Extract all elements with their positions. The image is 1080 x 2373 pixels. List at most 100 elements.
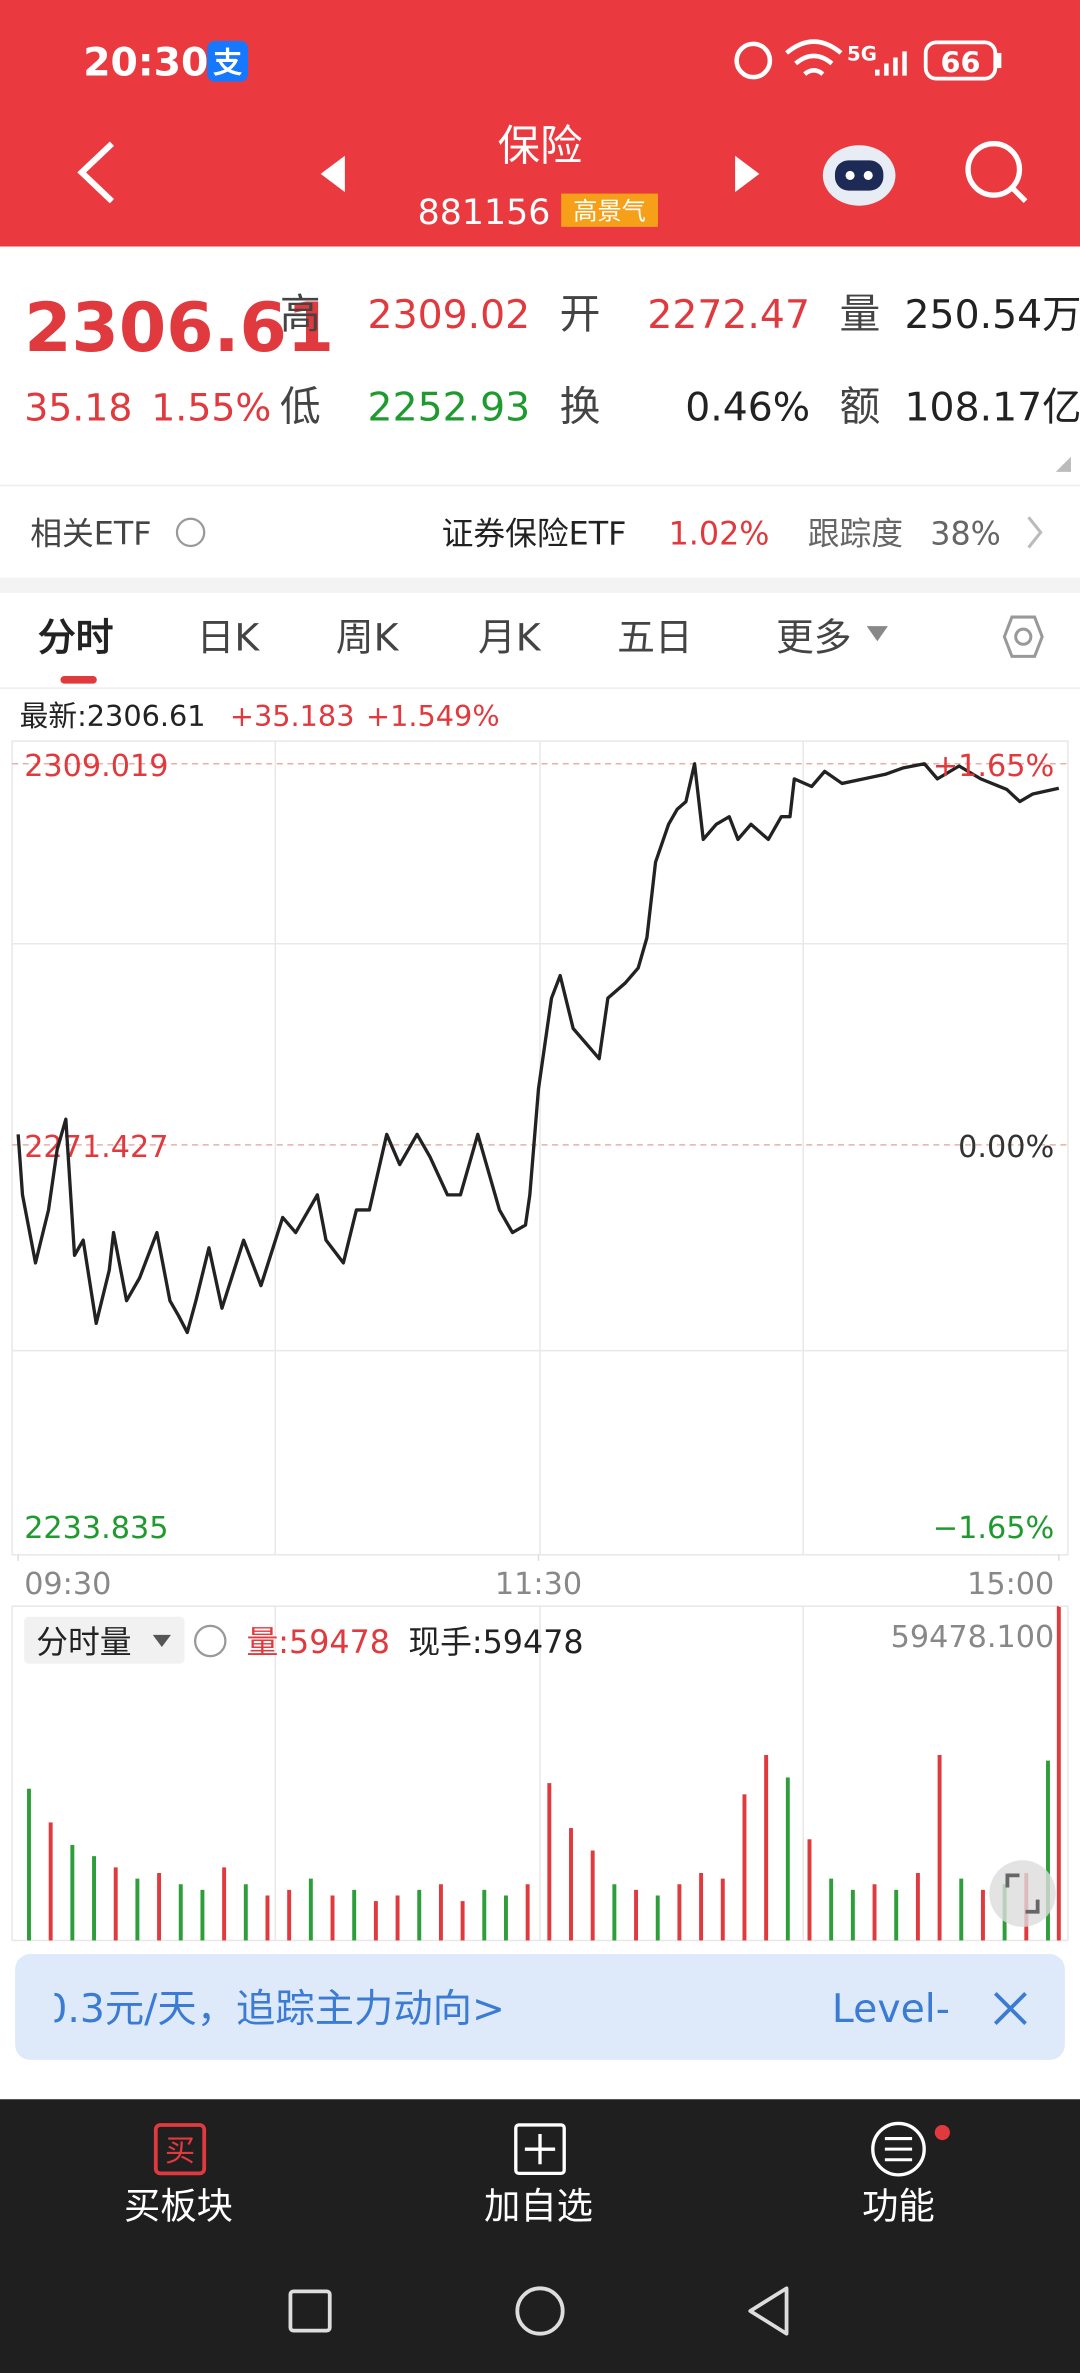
volume-bar — [157, 1873, 162, 1941]
sys-back[interactable] — [748, 2286, 789, 2336]
nav-item[interactable]: 功能 — [862, 2185, 935, 2228]
tag-bg — [561, 193, 658, 227]
robot-eye — [845, 170, 855, 180]
stat-label: 高 — [280, 290, 321, 338]
help-icon[interactable] — [175, 517, 206, 548]
add-icon — [514, 2123, 566, 2176]
prev-button[interactable] — [320, 155, 345, 193]
stat-label: 开 — [560, 290, 601, 338]
volume-bar — [330, 1895, 335, 1941]
help-icon[interactable] — [193, 1624, 227, 1658]
volume-bar — [287, 1889, 292, 1941]
nav-item[interactable]: 加自选 — [484, 2185, 593, 2228]
pay-icon: 支 — [213, 46, 242, 80]
alarm-icon — [734, 41, 773, 80]
tab[interactable]: 月K — [478, 615, 542, 659]
tab[interactable]: 日K — [197, 615, 261, 659]
sector-code: 881156 — [418, 193, 551, 233]
volume-selector[interactable]: 分时量 — [36, 1625, 131, 1661]
volume-bar — [417, 1889, 422, 1941]
volume-bar — [677, 1884, 682, 1941]
etf-name[interactable]: 证券保险ETF — [442, 516, 627, 552]
volume-bar — [265, 1895, 270, 1941]
stat-value: 250.54万 — [905, 293, 1080, 338]
price-chart: 2309.019 2271.427 2233.835 +1.65% 0.00% −1.65… — [12, 749, 1068, 1602]
volume-bar — [829, 1878, 834, 1941]
stat-value: 2309.02 — [368, 293, 531, 338]
y-tick-label: 2233.835 — [24, 1511, 168, 1546]
fullscreen-icon — [1005, 1873, 1040, 1914]
volume-bar — [1046, 1760, 1050, 1941]
settings-dot — [1014, 627, 1033, 646]
section-gap — [0, 577, 1080, 593]
price-line — [16, 762, 1060, 1335]
buy-icon — [153, 2123, 207, 2176]
menu-icon — [871, 2121, 926, 2177]
volume-bar — [612, 1884, 617, 1941]
tab[interactable]: 更多 — [776, 615, 852, 659]
volume-bar — [113, 1867, 118, 1941]
volume-bar — [200, 1889, 205, 1941]
stat-label: 换 — [560, 382, 601, 430]
promo-banner[interactable] — [15, 1954, 1065, 2060]
volume-bar — [222, 1867, 227, 1941]
settings-button[interactable] — [1002, 615, 1044, 658]
y2-tick-label: 0.00% — [958, 1130, 1054, 1165]
more-arrow — [866, 626, 888, 642]
volume-bar — [894, 1889, 899, 1941]
banner-text[interactable]: 0.3元/天，追踪主力动向> — [42, 1987, 505, 2032]
volume-bar — [915, 1873, 920, 1941]
volume-bar — [720, 1878, 725, 1941]
sector-tag: 高景气 — [573, 197, 646, 225]
stat-label: 低 — [280, 382, 321, 430]
last-price: 2306.61 — [24, 289, 334, 368]
y-tick-label: 2309.019 — [24, 749, 168, 784]
sys-home[interactable] — [515, 2286, 565, 2336]
battery-icon — [923, 40, 998, 81]
nav-item[interactable]: 买板块 — [124, 2185, 233, 2228]
status-time: 20:30 — [83, 41, 208, 86]
tab[interactable]: 五日 — [617, 615, 693, 659]
volume-hand: 现手:59478 — [408, 1625, 583, 1661]
volume-bar — [785, 1777, 790, 1941]
volume-bar — [850, 1889, 855, 1941]
volume-bar — [525, 1884, 530, 1941]
banner-level[interactable]: Level- — [832, 1987, 950, 2032]
volume-bar — [1056, 1606, 1061, 1941]
header-bg — [0, 0, 1080, 247]
etf-chevron[interactable] — [1027, 516, 1043, 549]
menu-lines — [884, 2137, 913, 2162]
stat-value: 0.46% — [685, 385, 810, 430]
selector-arrow — [152, 1634, 171, 1648]
volume-bar — [634, 1889, 639, 1941]
back-button[interactable] — [77, 141, 115, 204]
stat-value: 2272.47 — [647, 293, 810, 338]
pay-icon-bg — [207, 40, 249, 82]
battery-tip — [996, 52, 1002, 69]
banner-close[interactable] — [993, 1992, 1027, 2025]
price-change: 35.18 — [24, 385, 132, 429]
volume-bar — [395, 1895, 400, 1941]
expand-corner[interactable] — [1055, 456, 1071, 472]
tab[interactable]: 分时 — [38, 615, 114, 659]
tracking-label: 跟踪度 — [808, 516, 903, 552]
sys-recent[interactable] — [288, 2289, 332, 2333]
volume-bar — [70, 1844, 75, 1941]
tab[interactable]: 周K — [336, 615, 400, 659]
robot-face — [834, 160, 884, 191]
fullscreen-button[interactable] — [989, 1860, 1056, 1927]
next-button[interactable] — [735, 155, 760, 193]
etf-label: 相关ETF — [30, 516, 151, 552]
tab-underline — [60, 676, 97, 684]
sector-title: 保险 — [498, 121, 583, 170]
volume-bar — [504, 1895, 508, 1941]
search-button[interactable] — [965, 141, 1023, 198]
selector-bg[interactable] — [24, 1616, 185, 1664]
notice-dot — [934, 2124, 950, 2141]
volume-bar — [352, 1889, 357, 1941]
buy-icon-text: 买 — [165, 2134, 195, 2169]
volume-bar — [699, 1873, 704, 1941]
x-tick-label: 11:30 — [495, 1567, 582, 1602]
volume-bar — [135, 1878, 140, 1941]
